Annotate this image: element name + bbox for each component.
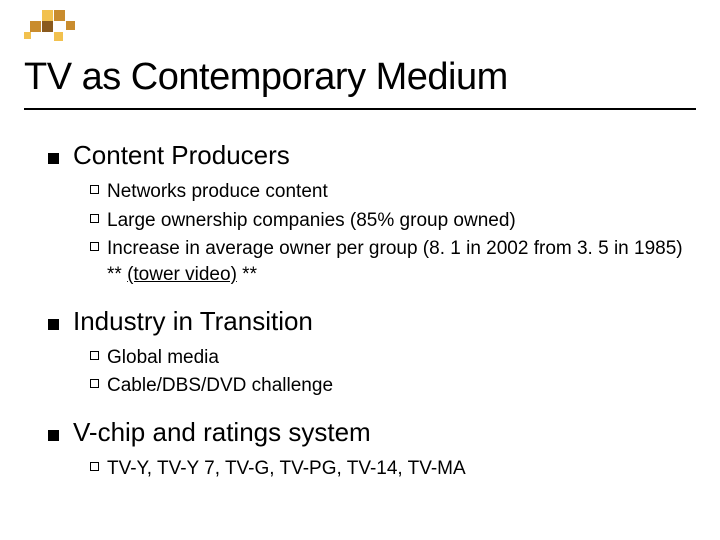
tower-video-link[interactable]: (tower video) (127, 264, 237, 285)
hollow-square-bullet-icon (90, 351, 99, 360)
sub-item-text: Cable/DBS/DVD challenge (107, 373, 333, 399)
logo-square (42, 21, 53, 32)
sub-item-text-part: ** (237, 264, 257, 285)
section-heading: Industry in Transition (48, 306, 688, 337)
hollow-square-bullet-icon (90, 185, 99, 194)
logo-square (24, 32, 31, 39)
slide-logo (24, 10, 84, 50)
section-heading-text: V-chip and ratings system (73, 417, 371, 448)
sub-item-text: TV-Y, TV-Y 7, TV-G, TV-PG, TV-14, TV-MA (107, 456, 466, 482)
section-heading-text: Industry in Transition (73, 306, 313, 337)
logo-square (66, 21, 75, 30)
filled-square-bullet-icon (48, 430, 59, 441)
section-heading-text: Content Producers (73, 140, 290, 171)
slide-body: Content Producers Networks produce conten… (48, 140, 688, 481)
filled-square-bullet-icon (48, 319, 59, 330)
section-heading: V-chip and ratings system (48, 417, 688, 448)
sub-item: Networks produce content (90, 179, 688, 205)
logo-square (30, 21, 41, 32)
section-heading: Content Producers (48, 140, 688, 171)
hollow-square-bullet-icon (90, 242, 99, 251)
logo-square (54, 32, 63, 41)
sub-item-text: Large ownership companies (85% group own… (107, 208, 516, 234)
sub-item-text: Networks produce content (107, 179, 328, 205)
sub-item-text: Increase in average owner per group (8. … (107, 236, 688, 287)
filled-square-bullet-icon (48, 153, 59, 164)
sub-item: Large ownership companies (85% group own… (90, 208, 688, 234)
sub-item: Increase in average owner per group (8. … (90, 236, 688, 287)
sub-item-text: Global media (107, 345, 219, 371)
sub-item: Cable/DBS/DVD challenge (90, 373, 688, 399)
slide-title: TV as Contemporary Medium (24, 56, 508, 99)
logo-square (42, 10, 53, 21)
hollow-square-bullet-icon (90, 379, 99, 388)
logo-square (54, 10, 65, 21)
sub-item: Global media (90, 345, 688, 371)
sub-item: TV-Y, TV-Y 7, TV-G, TV-PG, TV-14, TV-MA (90, 456, 688, 482)
hollow-square-bullet-icon (90, 462, 99, 471)
title-underline (24, 108, 696, 110)
hollow-square-bullet-icon (90, 214, 99, 223)
